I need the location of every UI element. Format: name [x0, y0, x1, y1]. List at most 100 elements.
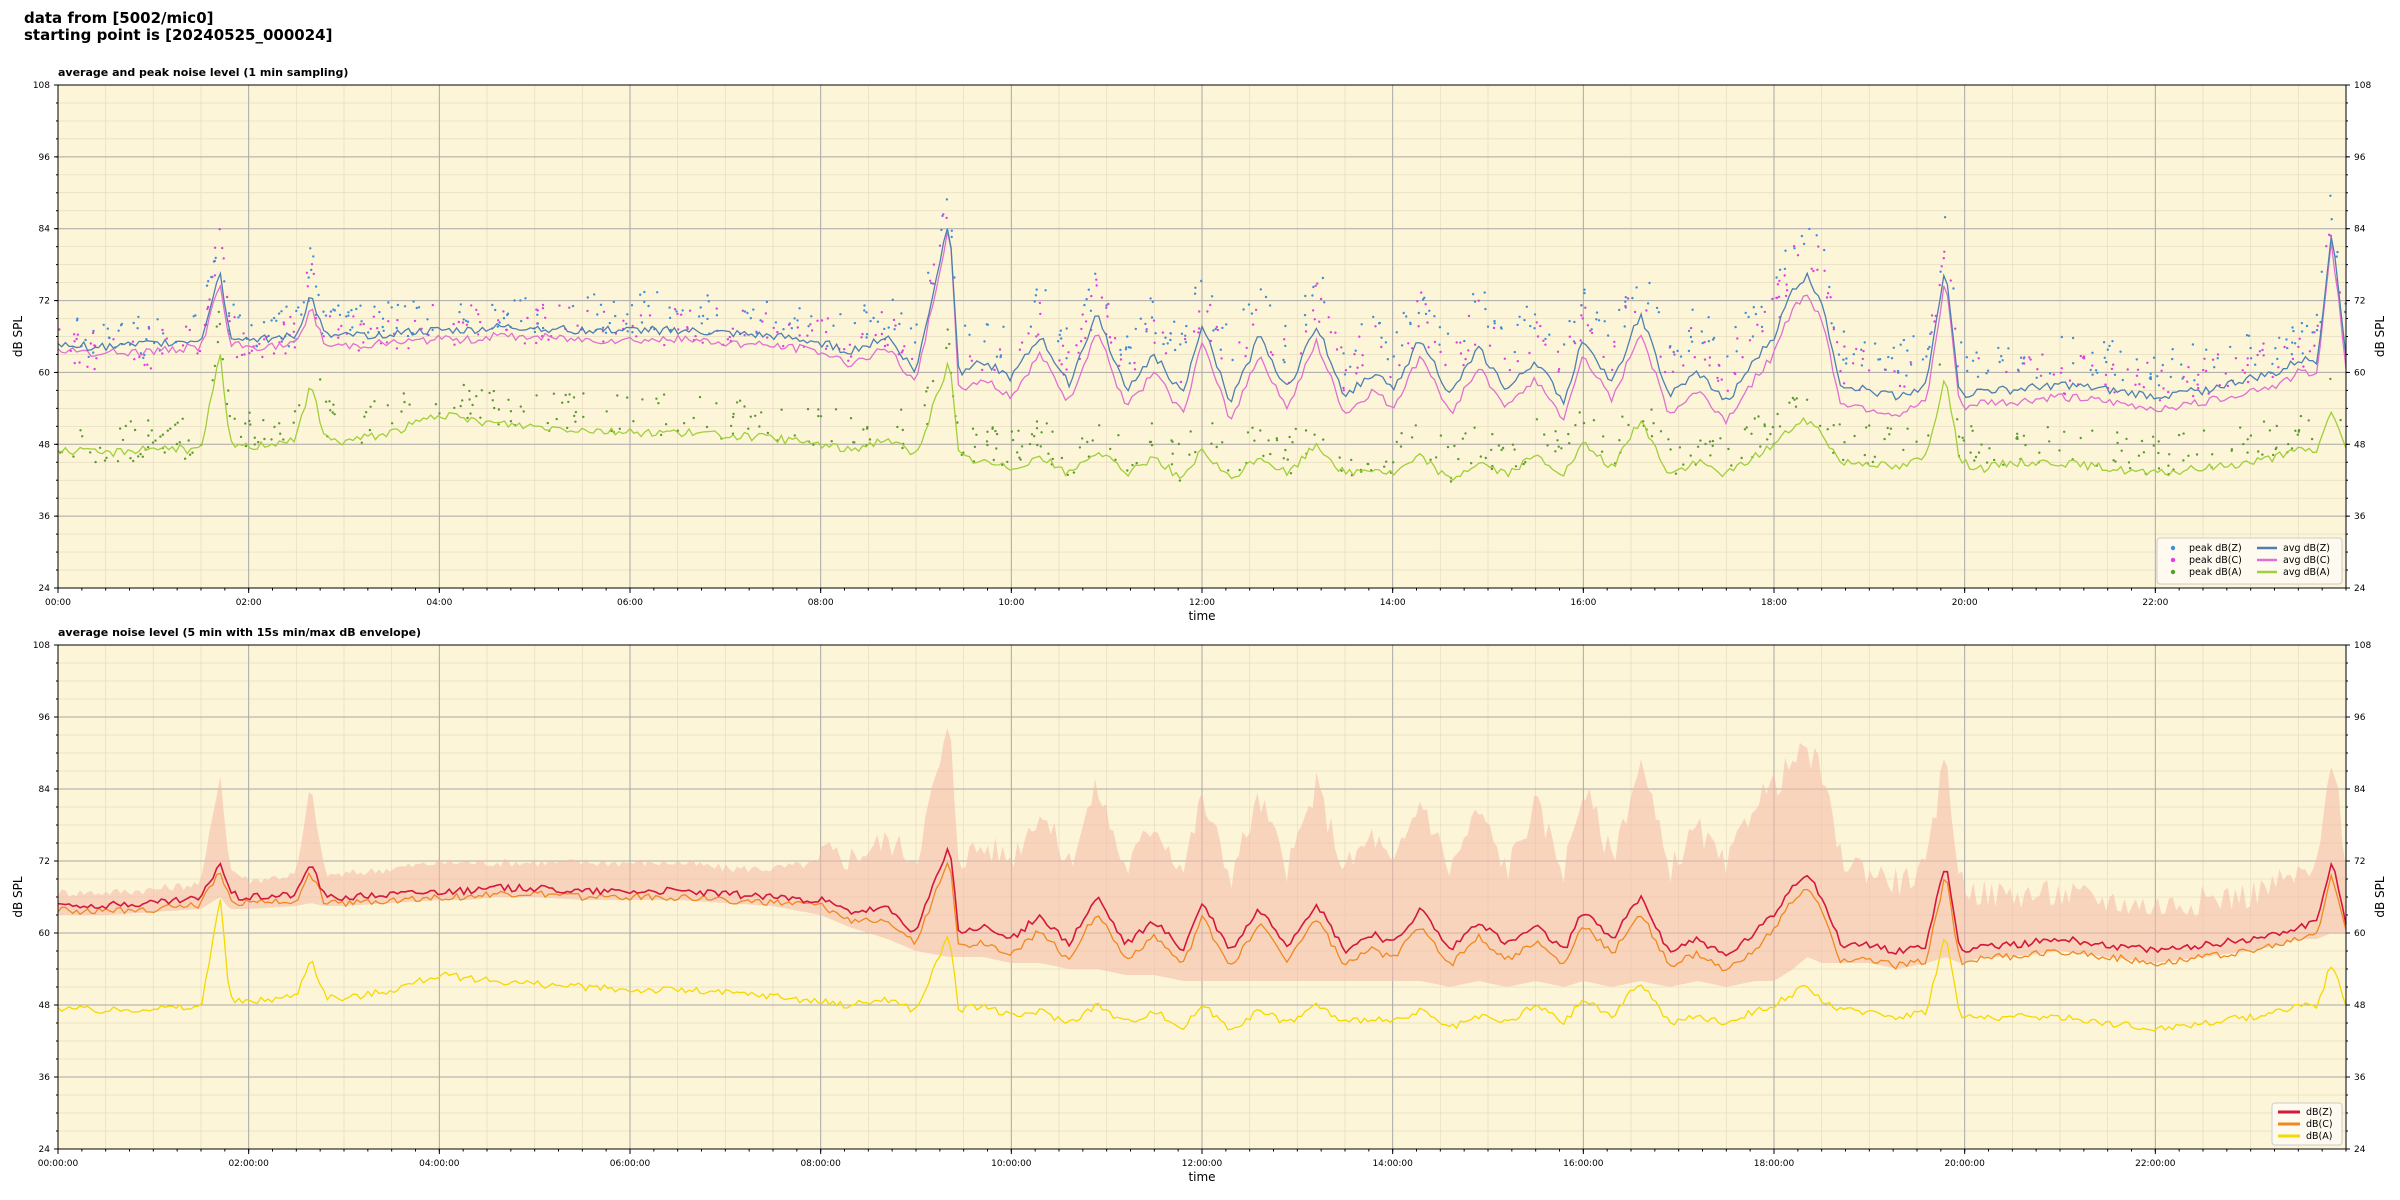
scatter-point — [807, 325, 810, 328]
scatter-point — [2136, 368, 2140, 371]
scatter-point — [1689, 335, 1693, 339]
scatter-point — [332, 403, 335, 406]
scatter-point — [2315, 313, 2319, 317]
scatter-point — [1657, 311, 1661, 314]
legend-label: dB(A) — [2306, 1131, 2332, 1142]
scatter-point — [1462, 363, 1465, 367]
scatter-point — [1769, 432, 1772, 436]
scatter-point — [2022, 434, 2026, 437]
scatter-point — [901, 446, 904, 450]
scatter-point — [2291, 341, 2294, 344]
scatter-point — [2294, 429, 2297, 432]
scatter-point — [1145, 328, 1148, 331]
scatter-point — [1311, 309, 1315, 312]
scatter-point — [796, 319, 799, 322]
scatter-point — [809, 323, 812, 326]
scatter-point — [1631, 296, 1634, 300]
scatter-point — [1543, 433, 1546, 436]
scatter-point — [1590, 331, 1594, 335]
scatter-point — [1398, 364, 1401, 367]
scatter-point — [552, 392, 556, 395]
scatter-point — [1590, 328, 1593, 331]
scatter-point — [502, 310, 505, 313]
scatter-point — [903, 345, 906, 348]
scatter-point — [574, 420, 577, 423]
scatter-point — [1392, 355, 1396, 358]
scatter-point — [329, 310, 333, 313]
scatter-point — [692, 416, 695, 420]
scatter-point — [1606, 334, 1610, 337]
scatter-point — [2157, 384, 2161, 387]
scatter-point — [1446, 332, 1450, 335]
scatter-point — [567, 400, 570, 404]
scatter-point — [214, 256, 217, 260]
scatter-point — [1459, 341, 1462, 344]
scatter-point — [932, 263, 936, 266]
y-tick-label: 96 — [39, 153, 51, 163]
scatter-point — [2291, 326, 2294, 329]
scatter-point — [1464, 432, 1467, 435]
y-tick-label: 96 — [2354, 153, 2366, 163]
scatter-point — [1045, 422, 1049, 425]
scatter-point — [2156, 375, 2159, 378]
scatter-point — [1488, 344, 1492, 347]
scatter-point — [2060, 335, 2063, 339]
scatter-point — [2038, 451, 2041, 454]
scatter-point — [1627, 423, 1630, 427]
scatter-point — [1985, 461, 1989, 464]
scatter-point — [1479, 455, 1483, 458]
scatter-point — [1783, 267, 1787, 271]
scatter-point — [1010, 430, 1014, 433]
scatter-point — [1810, 267, 1813, 270]
scatter-point — [1086, 440, 1089, 444]
scatter-point — [1845, 357, 1848, 360]
scatter-point — [1416, 300, 1419, 303]
scatter-point — [910, 357, 914, 361]
scatter-point — [931, 379, 935, 383]
scatter-point — [1119, 358, 1123, 361]
scatter-point — [2285, 338, 2288, 341]
scatter-point — [1400, 344, 1404, 347]
scatter-point — [2268, 429, 2272, 432]
scatter-point — [2226, 384, 2230, 388]
scatter-point — [2112, 459, 2115, 462]
scatter-point — [413, 319, 417, 323]
scatter-point — [1083, 303, 1086, 307]
scatter-point — [98, 446, 102, 449]
scatter-point — [1771, 426, 1775, 429]
scatter-point — [894, 324, 897, 327]
scatter-point — [541, 303, 545, 307]
scatter-point — [2230, 449, 2233, 452]
scatter-point — [1065, 368, 1068, 371]
scatter-point — [1356, 366, 1359, 369]
scatter-point — [1648, 281, 1651, 285]
scatter-point — [2287, 442, 2290, 446]
scatter-point — [2203, 357, 2206, 360]
scatter-point — [728, 335, 731, 339]
scatter-point — [1231, 358, 1234, 362]
scatter-point — [2300, 330, 2304, 333]
scatter-point — [2129, 467, 2132, 470]
scatter-point — [1795, 397, 1799, 400]
scatter-point — [465, 323, 469, 326]
scatter-point — [735, 401, 739, 404]
scatter-point — [886, 343, 889, 347]
scatter-point — [1898, 384, 1902, 388]
scatter-point — [292, 421, 295, 424]
scatter-point — [1109, 447, 1112, 451]
scatter-point — [1975, 351, 1978, 354]
scatter-point — [1183, 337, 1187, 341]
scatter-point — [1580, 304, 1583, 307]
scatter-point — [868, 438, 872, 441]
scatter-point — [700, 322, 703, 325]
scatter-point — [853, 441, 856, 444]
scatter-point — [626, 330, 629, 333]
scatter-point — [86, 365, 89, 368]
scatter-point — [1486, 325, 1490, 328]
x-tick-label: 04:00:00 — [419, 1159, 460, 1169]
scatter-point — [1832, 424, 1835, 427]
x-tick-label: 12:00 — [1189, 598, 1215, 608]
scatter-point — [1019, 458, 1022, 461]
scatter-point — [1200, 279, 1203, 283]
scatter-point — [706, 294, 709, 297]
